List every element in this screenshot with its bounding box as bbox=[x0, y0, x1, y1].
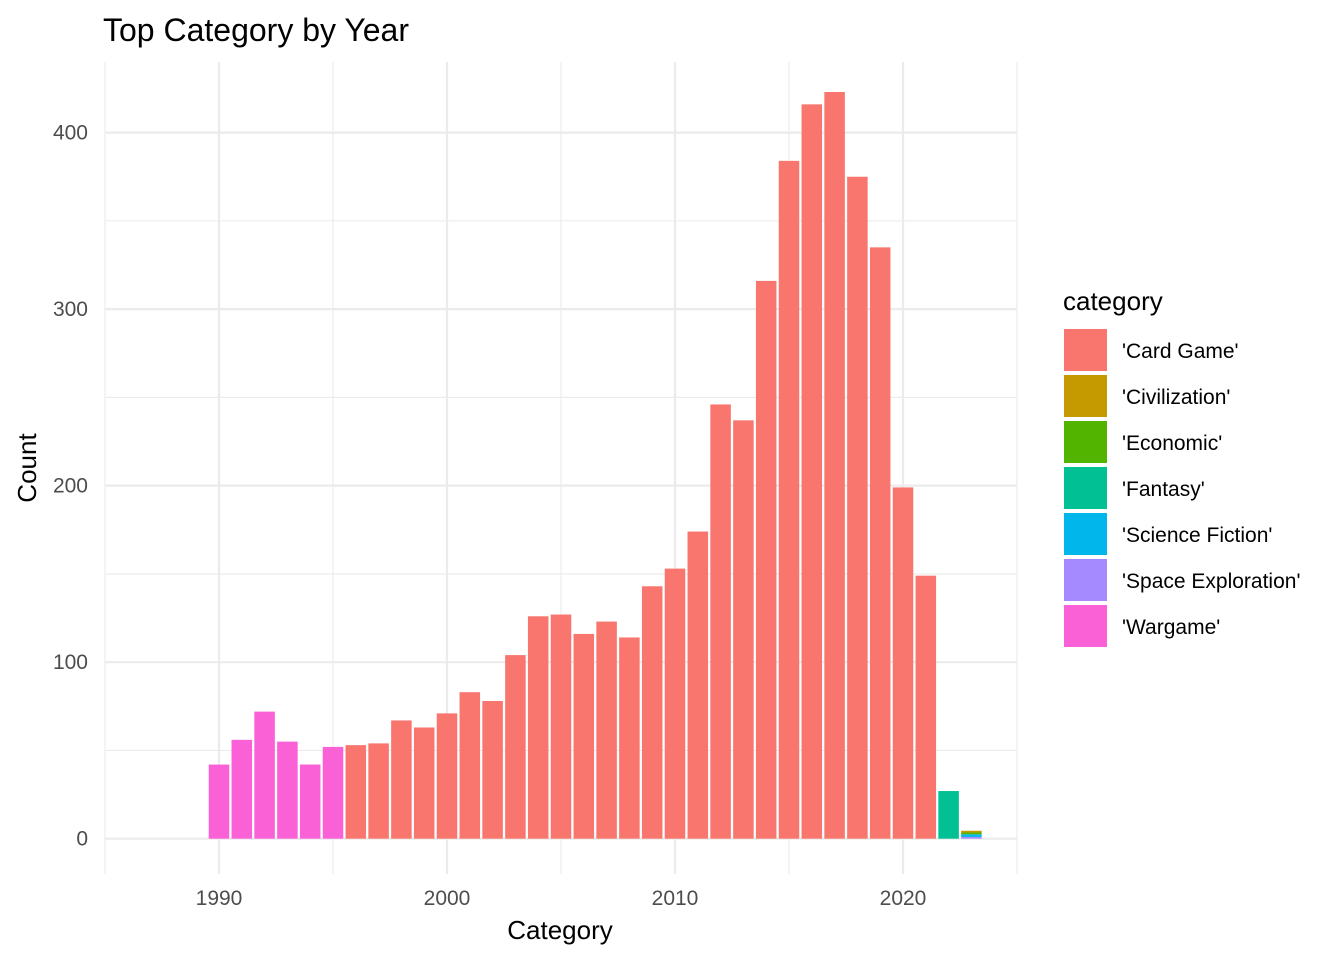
bar-2002 bbox=[482, 701, 503, 839]
x-tick-label: 2000 bbox=[424, 887, 471, 910]
legend-label: 'Fantasy' bbox=[1122, 478, 1205, 501]
y-tick-label: 300 bbox=[53, 298, 88, 321]
bar-2011 bbox=[687, 531, 709, 839]
bar-2000 bbox=[436, 713, 458, 839]
bar-2023 bbox=[961, 832, 982, 835]
bar-2023 bbox=[961, 830, 982, 833]
bar-2020 bbox=[892, 487, 914, 839]
bar-2010 bbox=[664, 568, 686, 839]
bar-2023 bbox=[961, 834, 982, 837]
legend-key bbox=[1064, 559, 1107, 601]
bar-2017 bbox=[824, 92, 845, 839]
legend-key bbox=[1064, 329, 1107, 371]
bar-1990 bbox=[208, 764, 230, 839]
bar-2004 bbox=[527, 616, 549, 839]
bars bbox=[208, 92, 982, 839]
legend-key bbox=[1064, 605, 1107, 647]
bar-2014 bbox=[755, 280, 777, 839]
bar-1998 bbox=[391, 720, 412, 839]
y-axis-title: Count bbox=[12, 433, 42, 503]
y-tick-label: 100 bbox=[53, 651, 88, 674]
legend-label: 'Wargame' bbox=[1122, 616, 1220, 639]
bar-2022 bbox=[938, 791, 959, 839]
bar-2018 bbox=[847, 176, 868, 839]
legend-label: 'Card Game' bbox=[1122, 340, 1239, 363]
bar-2009 bbox=[641, 586, 663, 839]
bar-2019 bbox=[869, 247, 891, 839]
legend: category 'Card Game' 'Civilization' 'Econo… bbox=[1063, 286, 1300, 647]
x-tick-label: 1990 bbox=[196, 887, 243, 910]
legend-label: 'Space Exploration' bbox=[1122, 570, 1300, 593]
bar-1997 bbox=[368, 743, 389, 839]
x-axis-title: Category bbox=[507, 915, 613, 945]
x-tick-label: 2020 bbox=[880, 887, 927, 910]
legend-title: category bbox=[1063, 286, 1163, 316]
bar-2007 bbox=[596, 621, 617, 839]
bar-1995 bbox=[322, 746, 344, 839]
y-axis-ticks: 0 100 200 300 400 bbox=[53, 122, 88, 851]
legend-label: 'Civilization' bbox=[1122, 386, 1230, 409]
x-tick-label: 2010 bbox=[652, 887, 699, 910]
bar-2006 bbox=[573, 633, 595, 839]
legend-key bbox=[1064, 375, 1107, 417]
legend-label: 'Science Fiction' bbox=[1122, 524, 1272, 547]
bar-1994 bbox=[299, 764, 321, 839]
legend-key bbox=[1064, 421, 1107, 463]
legend-label: 'Economic' bbox=[1122, 432, 1222, 455]
bar-1999 bbox=[413, 727, 435, 839]
bar-2016 bbox=[801, 104, 823, 839]
bar-1996 bbox=[345, 745, 367, 839]
bar-2021 bbox=[915, 575, 937, 839]
bar-1992 bbox=[254, 711, 275, 839]
bar-2008 bbox=[619, 637, 640, 839]
bar-2012 bbox=[710, 404, 731, 839]
legend-key bbox=[1064, 467, 1107, 509]
bar-1993 bbox=[277, 741, 298, 839]
bar-2005 bbox=[550, 614, 572, 839]
bar-2003 bbox=[505, 655, 526, 839]
chart-title: Top Category by Year bbox=[103, 12, 409, 48]
bar-2015 bbox=[778, 160, 800, 839]
legend-key bbox=[1064, 513, 1107, 555]
x-axis-ticks: 1990 2000 2010 2020 bbox=[196, 887, 927, 910]
bar-2001 bbox=[459, 692, 481, 839]
bar-2023 bbox=[961, 836, 982, 839]
y-tick-label: 400 bbox=[53, 122, 88, 145]
y-tick-label: 200 bbox=[53, 475, 88, 498]
y-tick-label: 0 bbox=[76, 828, 88, 851]
bar-1991 bbox=[231, 739, 253, 839]
bar-2013 bbox=[733, 420, 754, 839]
